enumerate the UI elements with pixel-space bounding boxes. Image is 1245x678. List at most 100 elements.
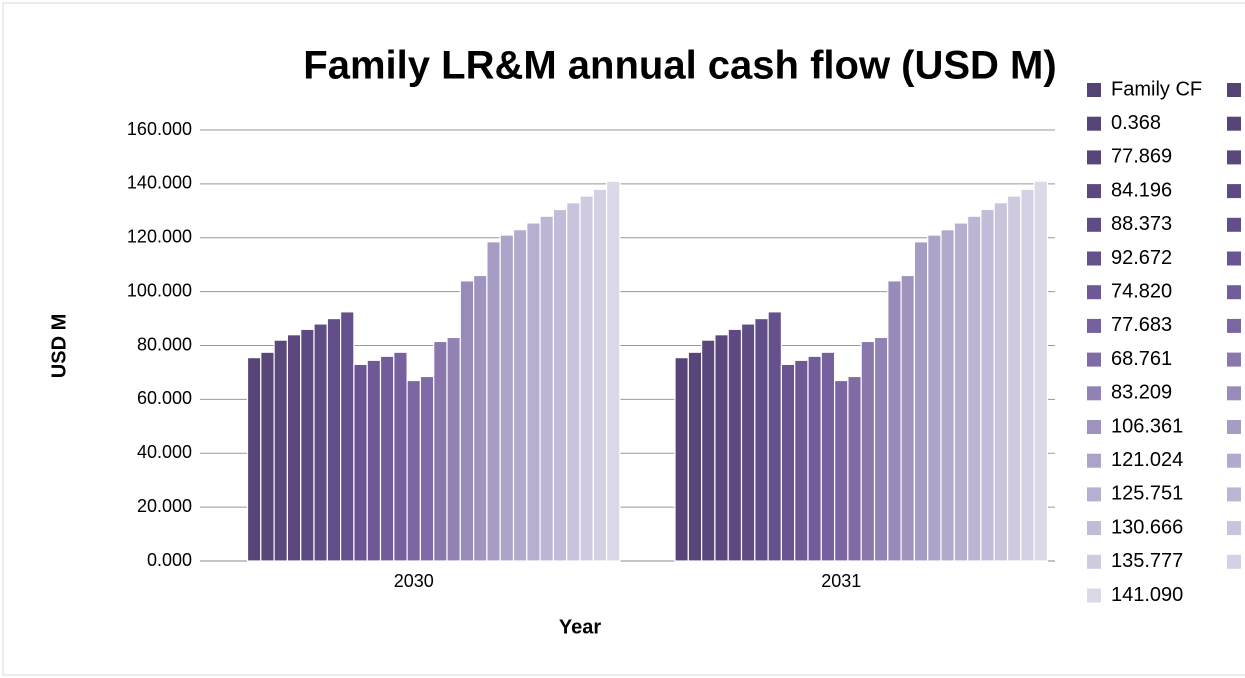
- bar: [473, 274, 488, 562]
- legend-label: 106.361: [1111, 415, 1183, 437]
- bar: [313, 323, 328, 562]
- bar: [674, 357, 689, 562]
- y-tick-label: 40.000: [137, 442, 192, 462]
- bar: [873, 336, 889, 562]
- legend-label: 125.751: [1111, 483, 1183, 505]
- legend-swatch: [1087, 386, 1101, 401]
- y-tick-label: 140.000: [127, 173, 192, 193]
- bar: [273, 339, 289, 562]
- legend-label: 83.209: [1111, 382, 1172, 404]
- bar: [579, 195, 594, 562]
- bar: [993, 202, 1009, 562]
- legend-label: 88.373: [1111, 213, 1172, 235]
- bar: [940, 229, 955, 562]
- bar: [833, 379, 849, 562]
- bar: [592, 188, 608, 562]
- bar: [900, 274, 915, 562]
- x-tick-label: 2031: [821, 571, 861, 591]
- legend-label: 77.683: [1111, 314, 1172, 336]
- legend-swatch: [1087, 285, 1101, 300]
- bar: [539, 215, 554, 562]
- bar: [246, 357, 262, 562]
- legend-label: 130.666: [1111, 516, 1183, 538]
- legend-swatch: [1227, 554, 1241, 569]
- bar: [700, 339, 716, 562]
- legend-label: 0.368: [1111, 112, 1161, 134]
- bar: [1033, 180, 1048, 562]
- legend-swatch: [1227, 487, 1241, 502]
- y-tick-label: 20.000: [137, 496, 192, 516]
- bar: [980, 208, 995, 562]
- bar: [780, 363, 796, 562]
- bar: [446, 336, 461, 562]
- bar: [353, 363, 368, 562]
- bar: [552, 208, 568, 562]
- y-axis-label: USD M: [48, 314, 70, 378]
- legend-swatch: [1087, 453, 1101, 468]
- bar: [260, 351, 275, 562]
- bar: [754, 317, 769, 562]
- legend-swatch: [1227, 285, 1241, 300]
- legend-swatch: [1227, 251, 1241, 266]
- legend-label: 74.820: [1111, 280, 1172, 302]
- legend-swatch: [1087, 251, 1101, 266]
- bar: [406, 379, 422, 562]
- bar: [566, 202, 581, 562]
- bar: [300, 328, 315, 562]
- bar: [820, 351, 836, 562]
- legend-swatch: [1227, 83, 1241, 97]
- bar: [1006, 195, 1022, 562]
- legend-label: 84.196: [1111, 179, 1172, 201]
- bar: [794, 359, 809, 562]
- bar: [512, 229, 528, 562]
- x-axis-label: Year: [559, 616, 601, 638]
- bar: [727, 328, 743, 562]
- x-tick-label: 2030: [394, 571, 434, 591]
- legend-swatch: [1227, 184, 1241, 199]
- legend-swatch: [1227, 150, 1241, 165]
- bar: [887, 280, 902, 562]
- y-tick-label: 160.000: [127, 119, 192, 139]
- legend-label: 121.024: [1111, 449, 1183, 471]
- bar: [499, 234, 515, 562]
- bar: [340, 311, 355, 562]
- legend-swatch: [1227, 386, 1241, 401]
- legend-swatch: [1087, 184, 1101, 199]
- legend-label: 135.777: [1111, 550, 1183, 572]
- y-tick-label: 120.000: [127, 227, 192, 247]
- y-tick-label: 60.000: [137, 388, 192, 408]
- bar: [714, 334, 729, 562]
- bar: [379, 355, 395, 562]
- bar: [366, 359, 382, 562]
- bar: [459, 280, 475, 562]
- y-tick-label: 0.000: [147, 550, 192, 570]
- legend-label: 77.869: [1111, 146, 1172, 168]
- bar: [433, 340, 448, 562]
- bar: [605, 180, 621, 562]
- bar: [966, 215, 982, 562]
- chart-title: Family LR&M annual cash flow (USD M): [303, 44, 1056, 88]
- legend-swatch: [1087, 116, 1101, 131]
- bar: [927, 234, 942, 562]
- y-tick-label: 100.000: [127, 280, 192, 300]
- bar: [807, 355, 822, 562]
- legend-label: 68.761: [1111, 348, 1172, 370]
- bar: [526, 222, 541, 562]
- bar: [860, 340, 876, 562]
- y-tick-label: 80.000: [137, 334, 192, 354]
- bar: [767, 311, 782, 562]
- legend-swatch: [1087, 521, 1101, 536]
- bar: [847, 375, 862, 562]
- legend-swatch: [1087, 318, 1101, 333]
- legend-swatch: [1087, 420, 1101, 434]
- legend-swatch: [1087, 588, 1101, 603]
- legend-swatch: [1227, 521, 1241, 536]
- bar: [953, 222, 969, 562]
- bar: [486, 241, 501, 562]
- legend-swatch: [1087, 352, 1101, 367]
- legend-swatch: [1227, 352, 1241, 367]
- legend-label: 92.672: [1111, 247, 1172, 269]
- legend-swatch: [1227, 217, 1241, 232]
- bar: [326, 317, 342, 562]
